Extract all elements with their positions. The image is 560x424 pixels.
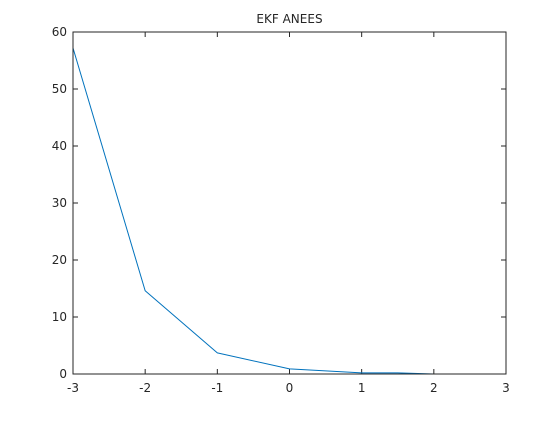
y-tick-label: 50 (52, 82, 67, 96)
y-tick-label: 60 (52, 25, 67, 39)
y-tick-label: 40 (52, 139, 67, 153)
y-tick-label: 10 (52, 310, 67, 324)
y-tick-label: 20 (52, 253, 67, 267)
x-tick-label: -1 (211, 381, 223, 395)
plot-area (73, 32, 506, 374)
x-tick-label: -3 (67, 381, 79, 395)
x-tick-label: -2 (139, 381, 151, 395)
x-tick-label: 3 (502, 381, 510, 395)
y-tick-label: 30 (52, 196, 67, 210)
chart-title: EKF ANEES (256, 12, 322, 26)
x-tick-label: 2 (430, 381, 438, 395)
x-tick-label: 0 (286, 381, 294, 395)
x-tick-label: 1 (358, 381, 366, 395)
y-tick-label: 0 (59, 367, 67, 381)
